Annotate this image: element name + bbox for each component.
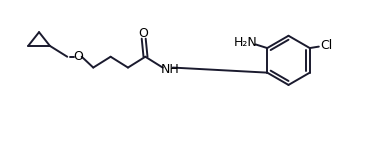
Text: H₂N: H₂N — [234, 36, 258, 49]
Text: NH: NH — [161, 63, 179, 76]
Text: O: O — [138, 27, 149, 40]
Text: Cl: Cl — [321, 39, 333, 52]
Text: O: O — [73, 50, 83, 63]
